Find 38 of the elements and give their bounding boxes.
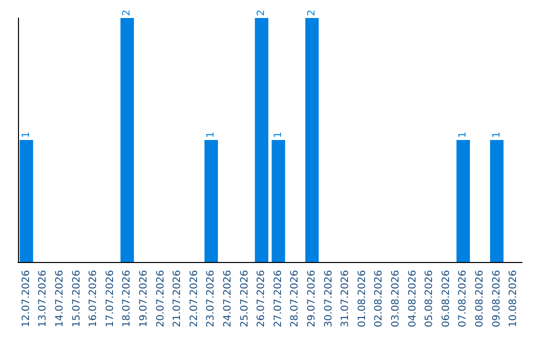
x-tick-label: 31.07.2026 <box>340 270 352 328</box>
data-label: 1 <box>20 132 32 138</box>
data-label: 2 <box>122 10 133 16</box>
x-tick-label: 22.07.2026 <box>188 270 200 328</box>
x-tick-label: 10.08.2026 <box>508 270 520 328</box>
x-tick-label: 12.07.2026 <box>20 270 32 328</box>
x-tick-label: 29.07.2026 <box>306 270 318 328</box>
data-label: 1 <box>491 132 502 138</box>
x-tick-label: 04.08.2026 <box>407 270 418 328</box>
data-label: 1 <box>272 132 284 138</box>
x-tick-label: 06.08.2026 <box>440 270 452 328</box>
x-tick-label: 16.07.2026 <box>88 270 100 328</box>
x-tick-label: 17.07.2026 <box>104 270 116 328</box>
x-tick-label: 15.07.2026 <box>71 270 82 328</box>
x-tick-label: 19.07.2026 <box>138 270 150 328</box>
x-tick-label: 30.07.2026 <box>323 270 334 328</box>
data-label: 2 <box>256 10 268 16</box>
x-tick-label: 01.08.2026 <box>356 270 368 328</box>
x-tick-label: 08.08.2026 <box>474 270 486 328</box>
data-label: 1 <box>458 132 469 138</box>
data-label: 2 <box>306 10 318 16</box>
x-tick-label: 07.08.2026 <box>458 270 469 328</box>
x-tick-label: 05.08.2026 <box>424 270 436 328</box>
x-tick-label: 13.07.2026 <box>38 270 49 328</box>
x-tick-label: 27.07.2026 <box>272 270 284 328</box>
x-tick-label: 03.08.2026 <box>390 270 402 328</box>
x-tick-label: 25.07.2026 <box>239 270 250 328</box>
x-tick-label: 14.07.2026 <box>54 270 66 328</box>
x-tick-label: 26.07.2026 <box>256 270 268 328</box>
x-tick-label: 28.07.2026 <box>290 270 301 328</box>
x-tick-label: 09.08.2026 <box>491 270 502 328</box>
data-label: 1 <box>206 132 217 138</box>
x-tick-label: 23.07.2026 <box>206 270 217 328</box>
x-tick-label: 21.07.2026 <box>172 270 184 328</box>
x-tick-label: 24.07.2026 <box>222 270 234 328</box>
x-tick-label: 02.08.2026 <box>374 270 385 328</box>
x-tick-label: 20.07.2026 <box>155 270 166 328</box>
x-tick-label: 18.07.2026 <box>122 270 133 328</box>
